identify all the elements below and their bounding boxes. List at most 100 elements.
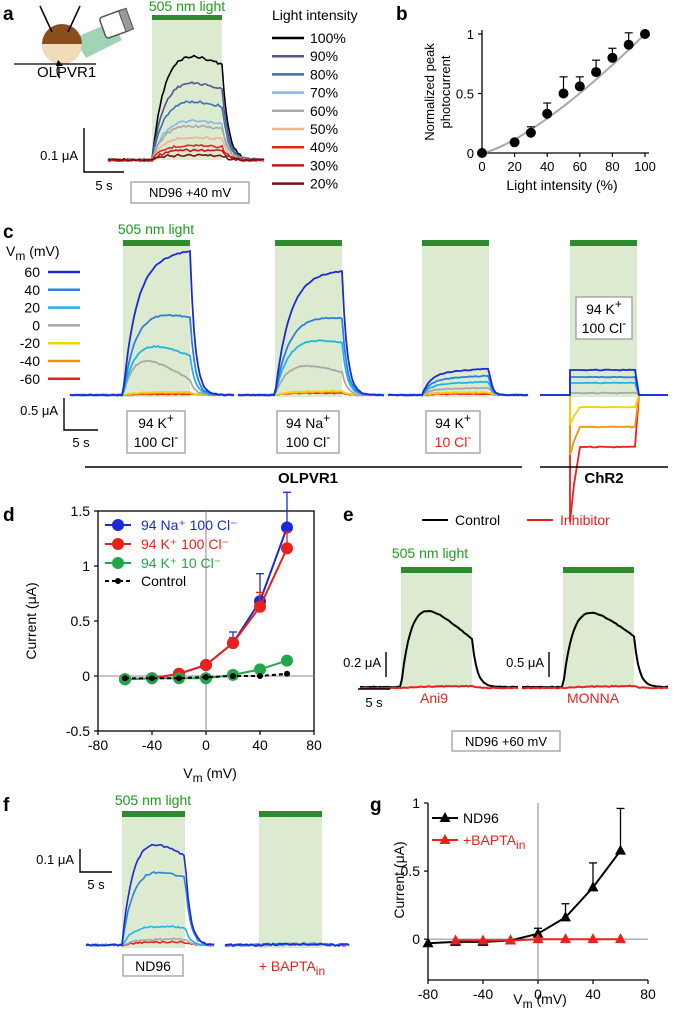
data-point	[591, 67, 602, 78]
solution-box-3	[425, 410, 481, 454]
bapta-trace	[224, 942, 350, 948]
condition-box	[451, 730, 561, 752]
panel-a: a OLPVR1 505 nm light 0.1 μA 5 s ND96 +4…	[3, 0, 358, 204]
voltage-label: -20	[20, 335, 40, 351]
x-tick-label: 80	[640, 986, 656, 1002]
control-trace-1	[359, 609, 519, 689]
light-label: 505 nm light	[392, 545, 468, 561]
x-tick-label: 80	[306, 737, 322, 753]
series-line	[427, 850, 622, 945]
light-stim-bar	[152, 15, 222, 20]
light-stim-bar	[122, 811, 185, 817]
y-tick-label: 1.5	[71, 503, 91, 519]
chr2-trace	[540, 381, 668, 396]
intensity-legend: 100% 90% 80% 70% 60% 50% 40% 30% 20%	[272, 30, 346, 192]
x-tick-label: 0	[534, 986, 542, 1002]
data-point	[615, 933, 626, 944]
legend-label: 60%	[310, 103, 338, 119]
scale-2-label: 0.5 μA	[506, 655, 544, 670]
voltage-label: 60	[24, 264, 40, 280]
bapta-iv-plot: -80 -40 0 40 80 0 0.5 1 ND96 +BAPTAin	[401, 795, 656, 1002]
x-axis-label: Vm (mV)	[513, 991, 567, 1011]
data-point	[281, 654, 293, 667]
data-point	[227, 637, 239, 649]
x-tick-label: 40	[252, 737, 268, 753]
x-tick-label: 100	[634, 159, 656, 174]
x-tick-label: 80	[605, 159, 619, 174]
solution-line-1: 94 K+	[586, 297, 622, 317]
panel-d: d -80 -40 0 40 80 -0.5 0 0.5 1 1.5 94 Na⁺ 100 Cl⁻ 9…	[3, 491, 322, 785]
legend-marker	[115, 578, 121, 584]
solution-line-2: 100 Cl-	[134, 430, 178, 450]
scale-y-label: 0.5 μA	[20, 403, 58, 418]
legend-label: 100%	[310, 30, 346, 46]
data-point	[525, 127, 536, 138]
y-axis-label-2: photocurrent	[438, 55, 453, 128]
data-point	[587, 933, 599, 944]
scale-y-label: 0.1 μA	[40, 148, 78, 163]
group-label: OLPVR1	[278, 470, 338, 487]
data-point	[422, 937, 434, 948]
panel-label-b: b	[396, 4, 408, 25]
panel-label-f: f	[3, 795, 10, 816]
y-tick-label: -0.5	[66, 723, 90, 739]
chr2-trace	[540, 394, 668, 456]
panel-e: e Control Inhibitor 505 nm light 0.2 μA …	[343, 505, 669, 752]
y-tick-label: 1	[82, 558, 90, 574]
scale-x-label: 5 s	[95, 178, 113, 193]
data-point	[574, 81, 585, 92]
solution-box-1	[126, 410, 186, 454]
legend-label: ND96	[463, 810, 499, 826]
data-point	[615, 844, 626, 855]
vm-title: Vm (mV)	[6, 243, 60, 263]
legend-label: 90%	[310, 48, 338, 64]
light-stim-bar	[422, 240, 489, 246]
condition-1-label: ND96	[135, 958, 171, 974]
voltage-traces	[69, 249, 668, 523]
legend-label: 94 K⁺ 10 Cl⁻	[141, 555, 221, 571]
inhibitor-1-label: Ani9	[420, 690, 448, 706]
panel-label-c: c	[3, 222, 14, 243]
data-point	[254, 663, 266, 676]
y-axis-label: Current (μA)	[23, 582, 39, 659]
voltage-trace	[238, 270, 385, 397]
data-point	[122, 675, 128, 682]
scale-bar	[83, 128, 124, 173]
legend-label: Control	[141, 573, 186, 589]
legend-title: Light intensity	[272, 7, 358, 23]
fit-curve	[481, 33, 646, 154]
legend-label: 20%	[310, 176, 338, 192]
data-point	[254, 600, 266, 613]
condition-2-label: + BAPTAin	[259, 958, 325, 978]
legend-inhibitor: Inhibitor	[560, 512, 610, 528]
solution-line-2: 10 Cl-	[435, 430, 472, 450]
data-point	[509, 137, 520, 148]
oocyte-schematic-icon	[14, 5, 135, 79]
x-tick-label: -80	[418, 986, 438, 1002]
data-point	[176, 675, 182, 682]
panel-c: c 505 nm light Vm (mV) 6040200-20-40-60 …	[3, 221, 668, 523]
y-tick-label: 1	[467, 27, 474, 42]
voltage-label: 40	[24, 282, 40, 298]
y-axis-label: Current (μA)	[391, 841, 407, 918]
scale-x-label: 5 s	[365, 695, 383, 710]
intensity-traces	[107, 54, 265, 163]
chr2-trace	[540, 394, 668, 523]
light-stim-bar	[123, 240, 190, 246]
data-point	[607, 52, 618, 63]
data-point	[505, 934, 516, 945]
x-axis-label: Vm (mV)	[183, 765, 237, 785]
panel-label-a: a	[3, 4, 14, 25]
solution-line-2: 100 Cl-	[582, 316, 626, 336]
inhibitor-trace-2	[521, 684, 669, 690]
data-point	[560, 911, 571, 922]
light-label: 505 nm light	[115, 792, 191, 808]
legend-label: 40%	[310, 139, 338, 155]
legend-label: 50%	[310, 121, 338, 137]
data-point	[281, 542, 293, 555]
legend-marker	[439, 812, 451, 822]
voltage-trace	[387, 367, 529, 397]
y-tick-label: 1	[412, 795, 420, 811]
light-stim-area	[259, 811, 322, 948]
